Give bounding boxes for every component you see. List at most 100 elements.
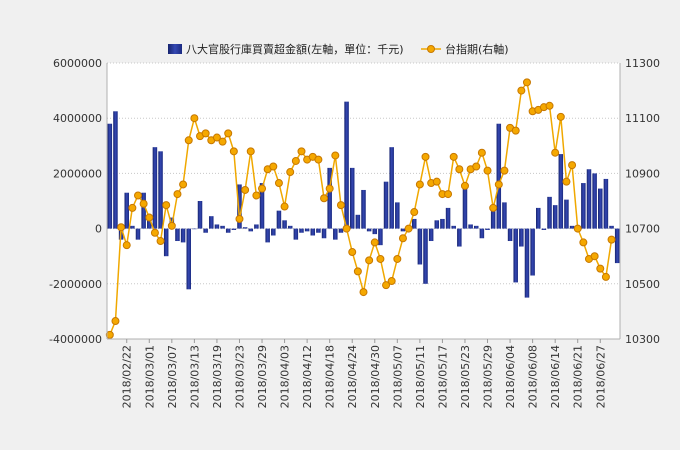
- line-point: [173, 190, 182, 199]
- line-point: [551, 148, 560, 157]
- left-tick-label: -2000000: [49, 278, 102, 291]
- bar: [428, 228, 434, 242]
- bar: [552, 205, 558, 229]
- bar: [541, 228, 547, 230]
- right-tick-label: 10700: [625, 223, 660, 236]
- bar: [259, 183, 265, 229]
- bar: [473, 225, 479, 229]
- line-point: [128, 203, 137, 212]
- bar: [271, 228, 276, 236]
- line-point: [134, 191, 143, 200]
- line-point: [348, 248, 357, 257]
- line-point: [522, 78, 531, 87]
- line-point: [545, 101, 554, 110]
- x-tick-label: 2018/06/27: [594, 345, 607, 408]
- line-point: [342, 224, 351, 233]
- bar: [316, 228, 321, 233]
- line-point: [517, 86, 526, 95]
- bar: [203, 228, 208, 233]
- line-point: [336, 201, 345, 210]
- line-point: [156, 237, 165, 246]
- line-point: [280, 202, 289, 211]
- bar: [113, 111, 118, 229]
- line-point: [359, 288, 368, 297]
- x-tick-label: 2018/06/08: [527, 345, 540, 408]
- bar: [141, 192, 146, 229]
- bar: [231, 228, 237, 230]
- right-tick-label: 11100: [625, 112, 660, 125]
- bar: [581, 183, 586, 229]
- x-tick-label: 2018/04/03: [279, 345, 292, 408]
- line-point: [162, 201, 171, 210]
- bar: [225, 228, 231, 233]
- line-point: [562, 177, 571, 186]
- line-point: [314, 155, 323, 164]
- line-point: [376, 254, 385, 263]
- bar: [462, 185, 468, 229]
- bar: [265, 228, 270, 243]
- line-point: [286, 168, 295, 177]
- line-point: [432, 177, 441, 186]
- line-point: [269, 162, 278, 171]
- left-tick-label: 2000000: [53, 167, 102, 180]
- x-tick-label: 2018/03/07: [166, 345, 179, 408]
- bar: [417, 228, 423, 265]
- line-point: [353, 267, 362, 276]
- line-point: [596, 264, 605, 273]
- bar: [344, 101, 349, 229]
- bar: [530, 228, 535, 276]
- bar: [614, 228, 620, 264]
- legend-line-marker: [427, 45, 435, 53]
- bar: [282, 220, 287, 229]
- legend-bar-swatch: [168, 44, 182, 54]
- line-point: [568, 161, 577, 170]
- line-point: [370, 238, 379, 247]
- x-tick-label: 2018/04/24: [346, 345, 359, 408]
- line-point: [212, 133, 221, 142]
- bar: [333, 228, 338, 240]
- x-tick-label: 2018/04/30: [369, 345, 382, 408]
- x-tick-label: 2018/04/12: [301, 345, 314, 408]
- x-axis-ticks: 2018/02/22 2018/03/01 2018/03/07 2018/03/13…: [121, 339, 607, 408]
- x-tick-label: 2018/06/21: [572, 345, 585, 408]
- bar: [135, 228, 141, 240]
- line-point: [489, 203, 498, 212]
- line-point: [201, 129, 210, 138]
- bar: [485, 228, 490, 230]
- bar: [609, 225, 614, 229]
- x-tick-label: 2018/04/18: [324, 345, 337, 408]
- bar: [603, 178, 609, 229]
- bar: [321, 228, 327, 239]
- line-point: [556, 112, 565, 121]
- x-tick-label: 2018/03/01: [143, 345, 156, 408]
- left-tick-label: 6000000: [53, 57, 102, 70]
- right-tick-label: 10900: [625, 167, 660, 180]
- line-point: [229, 147, 238, 156]
- x-tick-label: 2018/03/13: [188, 345, 201, 408]
- bar: [395, 202, 400, 229]
- bar: [276, 210, 282, 229]
- line-point: [297, 147, 306, 156]
- bar: [547, 196, 552, 229]
- x-tick-label: 2018/06/04: [504, 345, 517, 408]
- bar: [175, 228, 180, 242]
- bar: [400, 228, 406, 232]
- right-tick-label: 11300: [625, 57, 660, 70]
- line-point: [573, 224, 582, 233]
- x-tick-label: 2018/02/22: [121, 345, 134, 408]
- line-point: [477, 148, 486, 157]
- line-point: [365, 256, 374, 265]
- bar: [147, 214, 152, 229]
- left-tick-label: -4000000: [49, 333, 102, 346]
- line-point: [494, 180, 503, 189]
- line-point: [410, 208, 419, 217]
- bar: [192, 228, 197, 230]
- line-point: [579, 238, 588, 247]
- bar: [411, 218, 417, 229]
- line-point: [258, 184, 267, 193]
- line-point: [150, 228, 159, 237]
- line-point: [607, 235, 616, 244]
- bar: [378, 228, 383, 246]
- x-tick-label: 2018/06/14: [549, 345, 562, 408]
